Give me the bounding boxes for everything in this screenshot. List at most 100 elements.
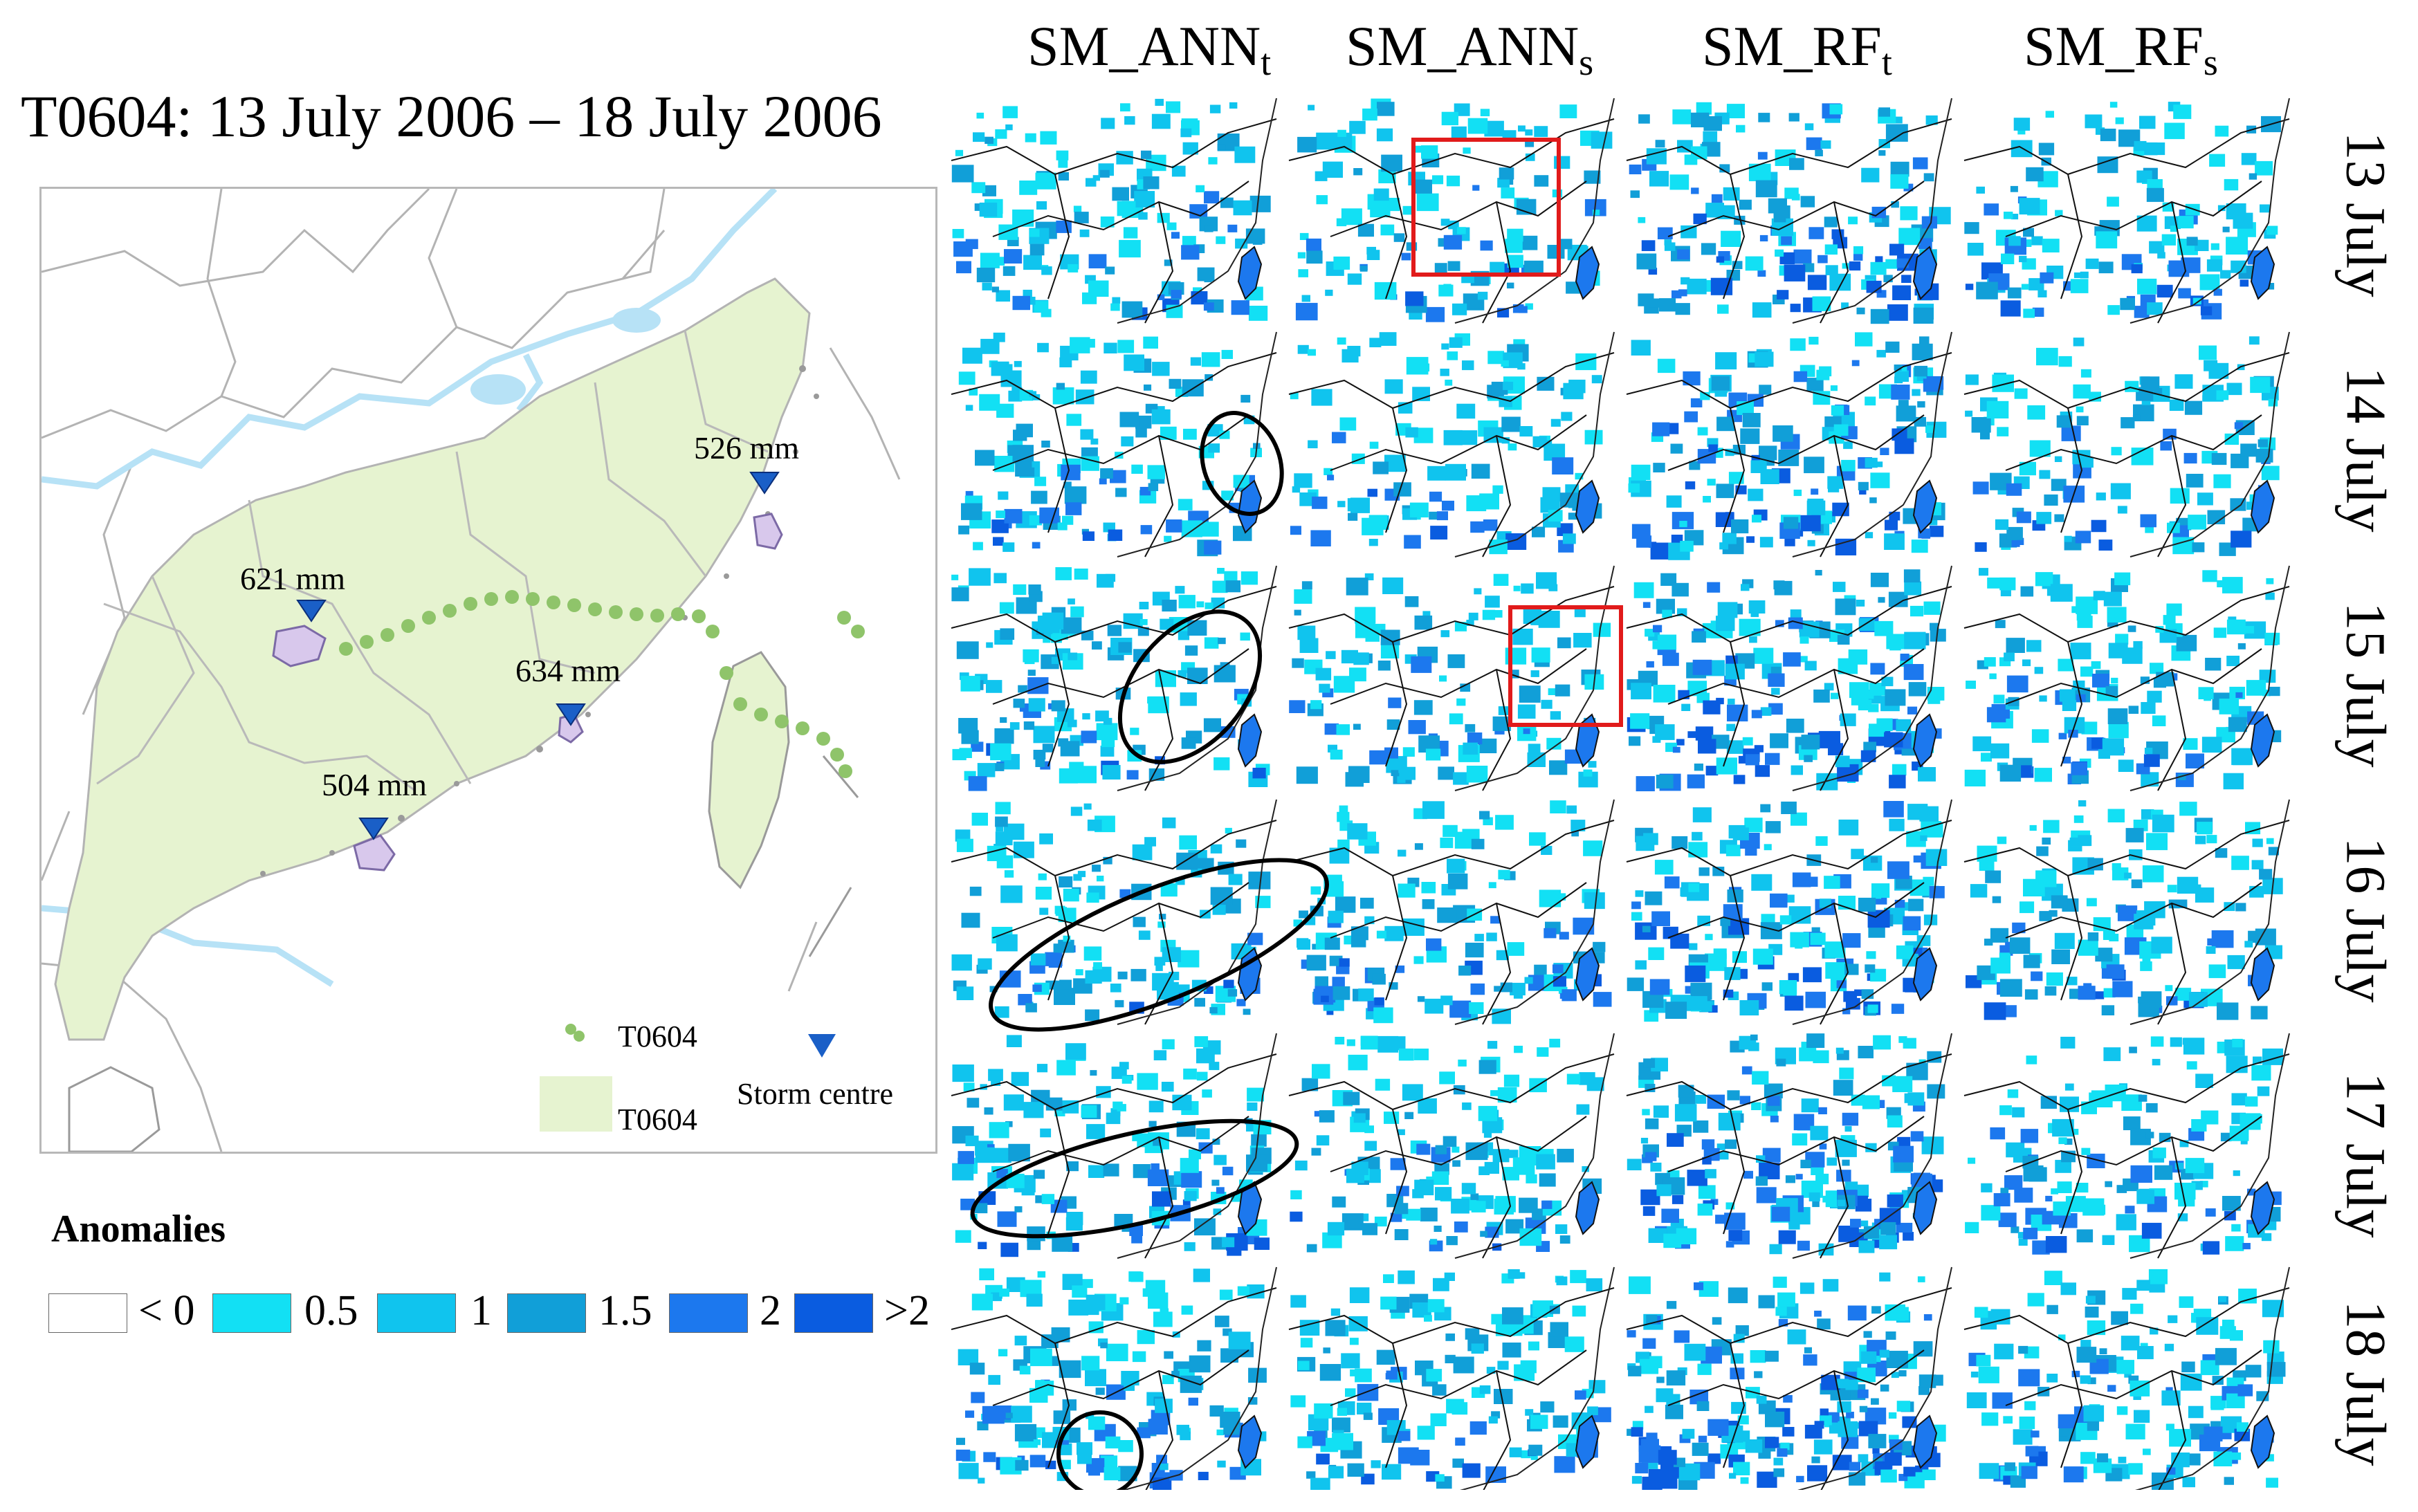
anomaly-cell bbox=[1887, 304, 1908, 321]
anomaly-cell bbox=[1065, 502, 1082, 515]
anomaly-cell bbox=[2237, 1384, 2253, 1396]
anomaly-cell bbox=[1531, 647, 1550, 663]
anomaly-cell bbox=[2054, 514, 2064, 522]
anomaly-cell bbox=[1306, 250, 1323, 264]
anomaly-cell bbox=[2043, 820, 2060, 833]
anomaly-cell bbox=[997, 1211, 1017, 1227]
anomaly-cell bbox=[1462, 360, 1474, 371]
anomaly-cell bbox=[1492, 1149, 1510, 1163]
anomaly-cell bbox=[1719, 164, 1730, 173]
anomaly-cell bbox=[1379, 332, 1397, 346]
anomaly-cell bbox=[961, 503, 982, 520]
taiwan-island bbox=[1912, 713, 1938, 768]
anomaly-cell bbox=[1200, 522, 1219, 537]
anomaly-cell bbox=[2169, 399, 2184, 411]
anomaly-cell bbox=[1631, 912, 1642, 921]
province-boundary bbox=[2005, 181, 2262, 237]
anomaly-cell bbox=[1639, 1358, 1659, 1374]
anomaly-cell bbox=[2143, 1448, 2151, 1455]
anomaly-cell bbox=[1447, 858, 1465, 874]
anomaly-cell bbox=[1659, 298, 1676, 312]
anomaly-cell bbox=[1055, 907, 1068, 916]
anomaly-cell bbox=[1014, 1336, 1027, 1346]
anomaly-panel-grid bbox=[951, 98, 2297, 1497]
anomaly-cell bbox=[1398, 1430, 1411, 1441]
anomaly-cell bbox=[1865, 396, 1876, 406]
anomaly-cell bbox=[1893, 1145, 1914, 1163]
anomaly-cell bbox=[1296, 766, 1318, 784]
anomaly-cell bbox=[2021, 1466, 2037, 1479]
anomaly-cell bbox=[2121, 417, 2135, 429]
anomaly-cell bbox=[1357, 223, 1374, 237]
province-boundary bbox=[2005, 882, 2262, 939]
anomaly-cell bbox=[1692, 659, 1712, 675]
anomaly-cell bbox=[2195, 1073, 2213, 1088]
anomaly-cell bbox=[2141, 809, 2154, 820]
anomaly-cell bbox=[2226, 203, 2246, 220]
anomaly-cell bbox=[1773, 1457, 1784, 1466]
anomaly-cell bbox=[1891, 1372, 1899, 1379]
anomaly-cell bbox=[1879, 1349, 1889, 1358]
anomaly-cell bbox=[2058, 732, 2067, 739]
anomaly-cell bbox=[1666, 1370, 1686, 1386]
anomaly-cell bbox=[2168, 260, 2190, 277]
anomaly-cell bbox=[1976, 186, 1985, 194]
anomaly-cell bbox=[1925, 849, 1948, 866]
anomaly-cell bbox=[2261, 465, 2280, 481]
anomaly-cell bbox=[1033, 1170, 1045, 1179]
anomaly-cell bbox=[2068, 730, 2078, 738]
anomaly-cell bbox=[1876, 349, 1886, 358]
anomaly-cell bbox=[1413, 700, 1433, 715]
anomaly-cell bbox=[2064, 1083, 2074, 1091]
anomaly-cell bbox=[1771, 688, 1780, 695]
anomaly-cell bbox=[990, 743, 1011, 761]
anomaly-cell bbox=[1806, 500, 1826, 515]
anomaly-cell bbox=[1042, 744, 1054, 753]
anomaly-cell bbox=[994, 1006, 1009, 1018]
anomaly-cell bbox=[1698, 867, 1710, 876]
taiwan-island bbox=[1912, 246, 1938, 300]
anomaly-cell bbox=[1886, 1350, 1908, 1368]
anomaly-cell bbox=[2070, 279, 2089, 293]
anomaly-cell bbox=[2124, 1372, 2132, 1378]
anomaly-cell bbox=[2165, 985, 2173, 991]
anomaly-cell bbox=[956, 838, 973, 852]
anomaly-cell bbox=[2131, 264, 2143, 274]
anomaly-cell bbox=[2130, 1303, 2143, 1314]
anomaly-cell bbox=[2196, 1317, 2219, 1335]
province-boundary bbox=[992, 648, 1249, 705]
anomaly-cell bbox=[1696, 1401, 1710, 1411]
anomaly-cell bbox=[1083, 946, 1102, 961]
anomaly-cell bbox=[1077, 871, 1086, 878]
anomaly-cell bbox=[1442, 500, 1454, 511]
anomaly-cell bbox=[2014, 1188, 2033, 1203]
anomaly-cell bbox=[1399, 1210, 1410, 1219]
anomaly-cell bbox=[1190, 357, 1201, 366]
anomaly-cell bbox=[1707, 1419, 1729, 1436]
province-boundary bbox=[1723, 407, 1849, 557]
anomaly-cell bbox=[1898, 400, 1909, 408]
anomaly-cell bbox=[2105, 1181, 2112, 1188]
legend-swatch-lt0 bbox=[48, 1293, 127, 1333]
anomaly-cell bbox=[1775, 620, 1784, 627]
anomaly-cell bbox=[1404, 1112, 1414, 1119]
anomaly-cell bbox=[996, 1169, 1008, 1179]
anomaly-cell bbox=[1402, 205, 1414, 215]
coastline bbox=[2130, 1266, 2290, 1493]
anomaly-cell bbox=[2078, 986, 2096, 1000]
anomaly-cell bbox=[2264, 632, 2280, 645]
anomaly-cell bbox=[1365, 630, 1380, 642]
anomaly-cell bbox=[2134, 306, 2150, 318]
anomaly-cell bbox=[2226, 237, 2248, 255]
anomaly-cell bbox=[1965, 1221, 1979, 1233]
anomaly-cell bbox=[1398, 849, 1407, 857]
anomaly-cell bbox=[1712, 376, 1730, 391]
anomaly-cell bbox=[1228, 874, 1243, 885]
anomaly-cell bbox=[1372, 973, 1386, 985]
anomaly-cell bbox=[1052, 387, 1074, 405]
anomaly-cell bbox=[1897, 1136, 1911, 1148]
column-header-subscript: s bbox=[1579, 42, 1594, 83]
anomaly-cell bbox=[2051, 895, 2068, 909]
anomaly-cell bbox=[1507, 282, 1514, 288]
anomaly-cell bbox=[1863, 1331, 1872, 1338]
